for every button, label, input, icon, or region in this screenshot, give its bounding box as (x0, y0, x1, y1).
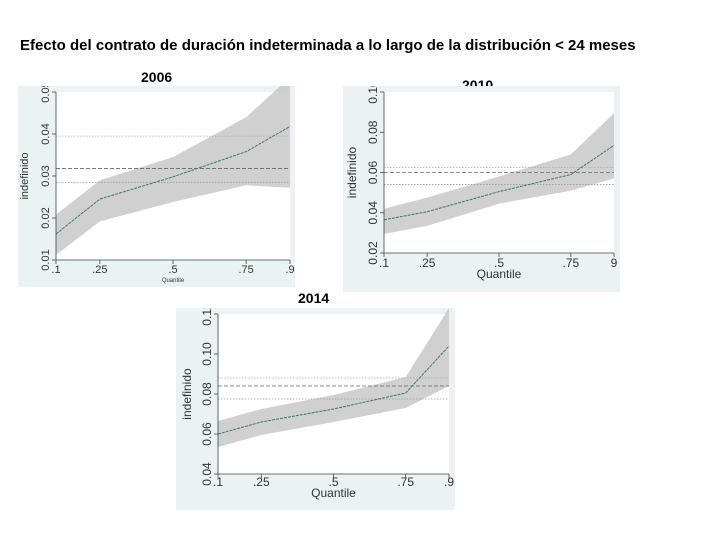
x-tick-label: .1 (51, 264, 60, 276)
y-tick-label: 0.04 (200, 462, 214, 486)
y-tick-label: 0.05 (40, 86, 52, 103)
y-tick-label: 0.02 (40, 207, 52, 228)
y-tick-label: 0.10 (200, 342, 214, 366)
y-tick-label: 0.08 (200, 382, 214, 406)
year-label-2014: 2014 (298, 290, 330, 306)
y-tick-label: 0.04 (366, 201, 380, 225)
y-tick-label: 0.12 (200, 308, 214, 326)
coefficient-line (55, 126, 291, 235)
year-label-2006: 2006 (141, 69, 173, 85)
y-tick-label: 0.10 (366, 86, 380, 104)
x-tick-label: .75 (238, 264, 253, 276)
x-axis-title: Quantile (311, 486, 356, 500)
x-tick-label: .9 (444, 475, 454, 489)
chart-2006: 0.01 0.02 0.03 0.04 0.05 .1 .25 .5 .75 .9 indefini… (18, 86, 295, 287)
x-tick-label: .75 (563, 256, 580, 270)
confidence-band (218, 308, 449, 447)
chart-2010: 0.02 0.04 0.06 0.08 0.10 .1 .25 .5 .75 9 indefinid… (343, 86, 620, 292)
x-tick-label: .5 (494, 256, 504, 270)
y-axis-title: indefinido (180, 368, 194, 420)
x-tick-label: .25 (419, 256, 436, 270)
coefficient-line (217, 345, 450, 435)
x-tick-label: .5 (328, 475, 338, 489)
x-axis-title: Quantile (477, 267, 522, 281)
confidence-band (56, 86, 290, 255)
chart-2014: 0.04 0.06 0.08 0.10 0.12 .1 .25 .5 .75 .9 indefini… (176, 308, 455, 510)
y-tick-label: 0.06 (366, 160, 380, 184)
y-tick-label: 0.06 (200, 422, 214, 446)
y-tick-label: 0.08 (366, 120, 380, 144)
slide-title: Efecto del contrato de duración indeterm… (20, 37, 636, 54)
y-axis-title: indefinido (345, 146, 359, 198)
coefficient-line (383, 144, 615, 221)
x-tick-label: .25 (92, 264, 107, 276)
y-tick-label: 0.01 (40, 249, 52, 270)
x-tick-label: .25 (253, 475, 270, 489)
x-tick-label: 9 (611, 256, 618, 270)
y-tick-label: 0.04 (40, 123, 52, 144)
y-tick-label: 0.03 (40, 165, 52, 186)
y-axis-title: indefinido (19, 152, 31, 199)
confidence-band (384, 113, 614, 234)
x-tick-label: .9 (285, 264, 294, 276)
x-tick-label: .75 (397, 475, 414, 489)
x-axis-title: Quantile (162, 278, 185, 284)
x-tick-label: .1 (213, 475, 223, 489)
x-tick-label: .1 (379, 256, 389, 270)
x-tick-label: .5 (168, 264, 177, 276)
y-tick-label: 0.02 (366, 241, 380, 265)
